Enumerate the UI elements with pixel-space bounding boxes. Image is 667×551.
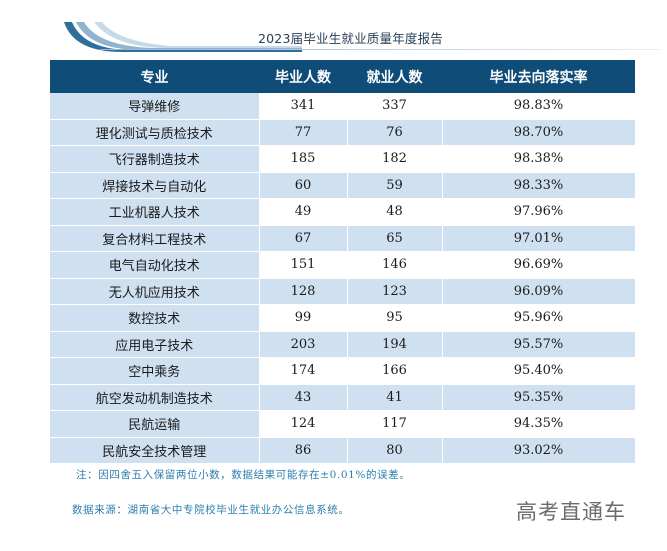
table-row: 民航运输 124 117 94.35%: [50, 410, 636, 438]
table-row: 数控技术 99 95 95.96%: [50, 304, 636, 332]
header-employed: 就业人数: [347, 60, 442, 93]
rate-cell: 98.83%: [442, 93, 636, 120]
graduates-cell: 174: [259, 357, 348, 385]
employed-cell: 76: [347, 119, 443, 146]
rate-cell: 96.09%: [442, 278, 636, 305]
header-major: 专业: [50, 60, 259, 93]
rate-cell: 94.35%: [442, 410, 636, 438]
table-header-row: 专业 毕业人数 就业人数 毕业去向落实率: [50, 60, 635, 93]
employed-cell: 59: [347, 172, 443, 199]
graduates-cell: 49: [259, 198, 348, 226]
rounding-note: 注：因四舍五入保留两位小数，数据结果可能存在±0.01%的误差。: [76, 469, 411, 481]
rate-cell: 93.02%: [442, 437, 636, 464]
report-title: 2023届毕业生就业质量年度报告: [258, 31, 444, 46]
employed-cell: 65: [347, 225, 443, 252]
major-cell: 航空发动机制造技术: [50, 384, 260, 411]
rate-cell: 96.69%: [442, 251, 636, 279]
graduates-cell: 124: [259, 410, 348, 438]
header-rate: 毕业去向落实率: [442, 60, 635, 93]
major-cell: 数控技术: [50, 304, 260, 332]
employed-cell: 48: [347, 198, 443, 226]
graduates-cell: 203: [259, 331, 348, 358]
major-cell: 电气自动化技术: [50, 251, 260, 279]
major-cell: 复合材料工程技术: [50, 225, 260, 252]
table-row: 理化测试与质检技术 77 76 98.70%: [50, 119, 636, 146]
table-row: 复合材料工程技术 67 65 97.01%: [50, 225, 636, 252]
major-cell: 焊接技术与自动化: [50, 172, 260, 199]
graduates-cell: 185: [259, 145, 348, 173]
employed-cell: 117: [347, 410, 443, 438]
major-cell: 应用电子技术: [50, 331, 260, 358]
graduates-cell: 86: [259, 437, 348, 464]
major-cell: 空中乘务: [50, 357, 260, 385]
employed-cell: 166: [347, 357, 443, 385]
graduates-cell: 128: [259, 278, 348, 305]
employed-cell: 182: [347, 145, 443, 173]
graduates-cell: 67: [259, 225, 348, 252]
graduates-cell: 60: [259, 172, 348, 199]
employed-cell: 194: [347, 331, 443, 358]
employed-cell: 95: [347, 304, 443, 332]
rate-cell: 95.40%: [442, 357, 636, 385]
major-cell: 工业机器人技术: [50, 198, 260, 226]
major-cell: 无人机应用技术: [50, 278, 260, 305]
table-row: 应用电子技术 203 194 95.57%: [50, 331, 636, 358]
major-cell: 民航运输: [50, 410, 260, 438]
graduates-cell: 341: [259, 93, 348, 120]
major-cell: 理化测试与质检技术: [50, 119, 260, 146]
table-row: 航空发动机制造技术 43 41 95.35%: [50, 384, 636, 411]
table-row: 工业机器人技术 49 48 97.96%: [50, 198, 636, 226]
graduates-cell: 43: [259, 384, 348, 411]
employed-cell: 80: [347, 437, 443, 464]
employed-cell: 41: [347, 384, 443, 411]
rate-cell: 98.70%: [442, 119, 636, 146]
graduates-cell: 99: [259, 304, 348, 332]
table-row: 无人机应用技术 128 123 96.09%: [50, 278, 636, 305]
graduates-cell: 151: [259, 251, 348, 279]
employed-cell: 337: [347, 93, 443, 120]
rate-cell: 97.01%: [442, 225, 636, 252]
rate-cell: 95.35%: [442, 384, 636, 411]
header-graduates: 毕业人数: [259, 60, 347, 93]
graduates-cell: 77: [259, 119, 348, 146]
rate-cell: 98.38%: [442, 145, 636, 173]
employed-cell: 146: [347, 251, 443, 279]
header-divider: [100, 49, 660, 50]
data-source: 数据来源：湖南省大中专院校毕业生就业办公信息系统。: [72, 504, 350, 516]
rate-cell: 98.33%: [442, 172, 636, 199]
table-row: 电气自动化技术 151 146 96.69%: [50, 251, 636, 279]
rate-cell: 95.96%: [442, 304, 636, 332]
table-row: 飞行器制造技术 185 182 98.38%: [50, 145, 636, 173]
employed-cell: 123: [347, 278, 443, 305]
major-cell: 飞行器制造技术: [50, 145, 260, 173]
table-row: 焊接技术与自动化 60 59 98.33%: [50, 172, 636, 199]
employment-table: 专业 毕业人数 就业人数 毕业去向落实率 导弹维修 341 337 98.83% 理化测…: [50, 60, 636, 464]
rate-cell: 97.96%: [442, 198, 636, 226]
table-row: 空中乘务 174 166 95.40%: [50, 357, 636, 385]
major-cell: 导弹维修: [50, 93, 260, 120]
table-row: 民航安全技术管理 86 80 93.02%: [50, 437, 636, 464]
rate-cell: 95.57%: [442, 331, 636, 358]
major-cell: 民航安全技术管理: [50, 437, 260, 464]
table-row: 导弹维修 341 337 98.83%: [50, 93, 636, 120]
watermark: 高考直通车: [516, 500, 626, 524]
